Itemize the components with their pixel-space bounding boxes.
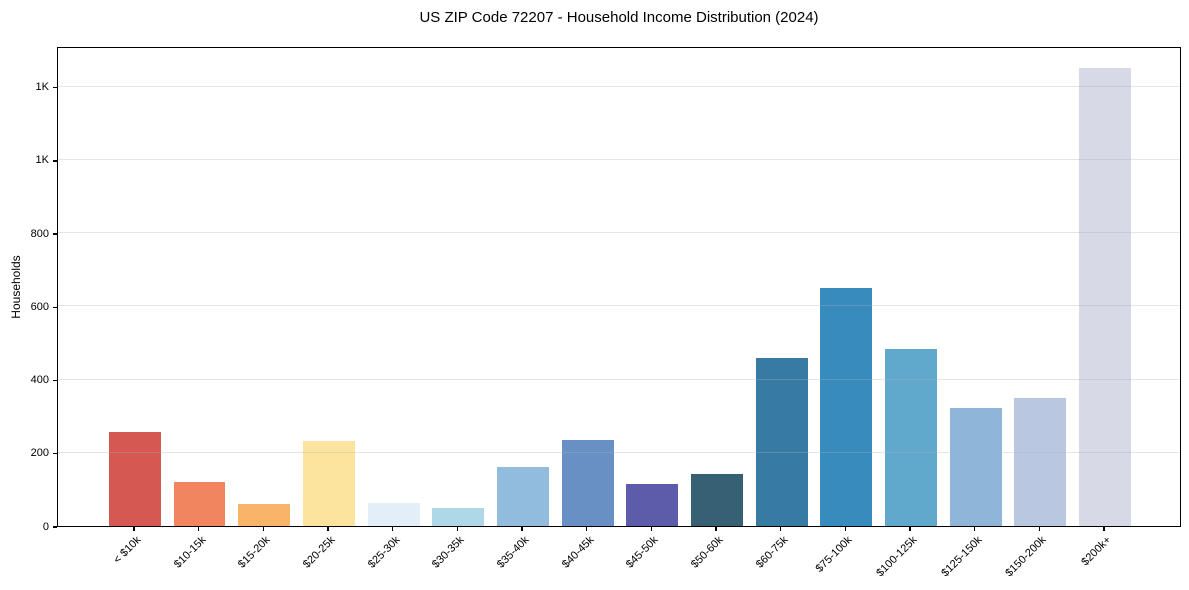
x-tick-mark [715,527,717,531]
x-tick-label: $60-75k [753,534,791,571]
bar-75-100k [820,287,873,526]
gridline-y-800 [58,232,1180,234]
x-tick-label: $20-25k [300,534,338,571]
x-tick-label: $40-45k [559,534,597,571]
gridline-y-1200 [58,85,1180,87]
y-tick-mark [53,453,57,455]
x-tick-label: $15-20k [236,534,273,571]
plot-area [57,47,1181,527]
y-tick-mark [53,379,57,382]
x-tick-mark [650,527,653,531]
x-tick-label: < $10k [111,534,144,567]
bar-50-60k [691,473,743,526]
bar-20-25k [303,441,355,526]
gridline-y-200 [58,451,1180,453]
x-tick-mark [1038,527,1041,531]
x-tick-mark [133,527,135,531]
x-tick-mark [392,527,394,531]
x-tick-label: $100-125k [874,534,920,580]
x-tick-mark [1103,527,1105,531]
chart-title: US ZIP Code 72207 - Household Income Dis… [419,9,819,26]
gridline-y-600 [58,305,1180,307]
x-tick-label: $30-35k [430,534,467,571]
bar-60-75k [755,357,808,526]
x-tick-label: $10-15k [171,534,209,571]
x-tick-label: $75-100k [813,534,855,575]
x-tick-mark [974,527,976,531]
y-tick-label: 1K [35,81,49,94]
y-tick-label: 200 [30,447,49,460]
y-tick-mark [53,526,57,528]
x-tick-mark [262,527,264,531]
y-tick-mark [53,87,57,89]
x-tick-label: $200k+ [1079,534,1114,569]
y-tick-mark [53,233,57,235]
bar-25-30k [367,503,420,526]
x-tick-label: $125-150k [938,534,985,580]
y-tick-mark [53,306,57,309]
y-tick-label: 0 [42,520,49,533]
x-tick-mark [456,527,459,531]
gridline-y-1000 [58,158,1180,160]
bar-40-45k [561,439,614,526]
bar-45-50k [626,483,679,526]
x-tick-label: $25-30k [365,534,403,571]
y-tick-mark [53,160,57,162]
x-tick-mark [198,527,200,531]
x-tick-label: $150-200k [1003,534,1049,580]
bar-200k [1079,67,1131,526]
x-tick-label: $45-50k [624,534,661,571]
bar-10-15k [173,481,226,526]
x-tick-mark [521,527,523,531]
y-tick-label: 600 [30,300,49,313]
y-tick-label: 400 [30,374,49,387]
x-tick-mark [327,527,329,531]
x-tick-mark [586,527,588,531]
x-tick-mark [844,527,847,531]
y-tick-label: 1K [35,154,49,167]
bar-15-20k [238,504,291,526]
x-tick-mark [909,527,911,531]
bar-35-40k [497,466,549,526]
x-tick-mark [780,527,782,531]
x-tick-label: $50-60k [688,534,726,571]
bar-125-150k [949,408,1002,526]
bar-100-125k [885,349,937,526]
bar-30-35k [432,507,485,526]
bar-10k [109,431,161,526]
gridline-y-400 [58,378,1180,380]
x-tick-label: $35-40k [494,534,532,571]
bar-150-200k [1014,397,1067,526]
y-tick-label: 800 [30,227,49,240]
